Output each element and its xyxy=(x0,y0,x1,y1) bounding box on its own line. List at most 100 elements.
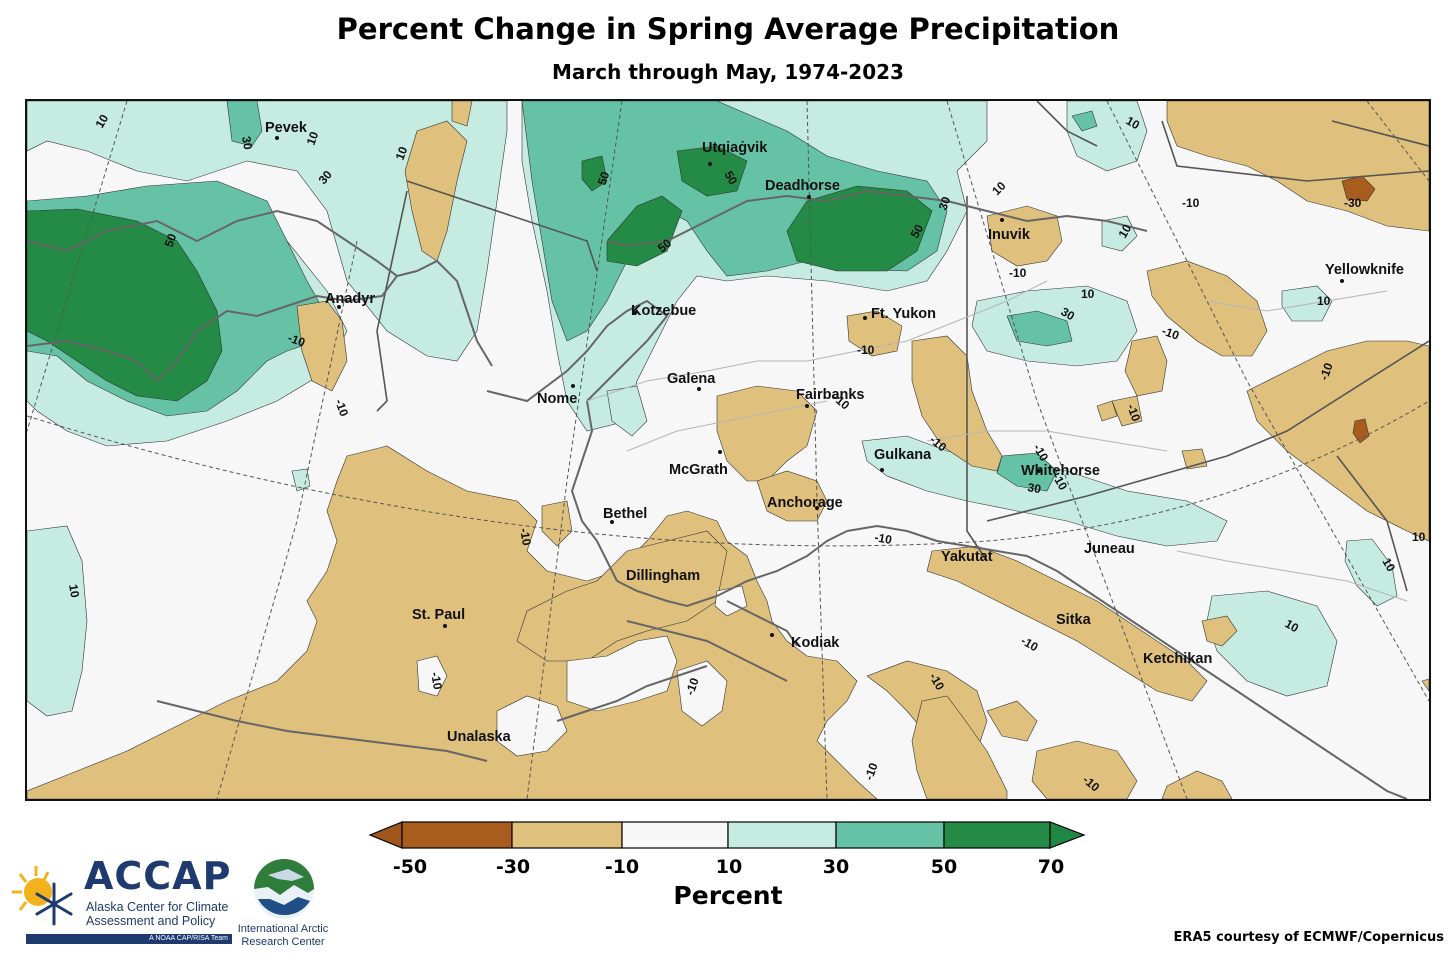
place-label: Inuvik xyxy=(988,227,1031,243)
contour-label: 30 xyxy=(936,194,954,212)
place-label: Anadyr xyxy=(325,291,375,307)
place-label: Dillingham xyxy=(626,568,700,584)
colorbar-tick: -50 xyxy=(392,856,428,878)
contour-label: 30 xyxy=(239,135,255,151)
colorbar-bin xyxy=(621,821,729,849)
contour-label: 30 xyxy=(1059,304,1078,323)
place-label: Utqiaġvik xyxy=(702,140,768,156)
contour-label: -10 xyxy=(332,397,351,418)
map-title: Percent Change in Spring Average Precipi… xyxy=(336,12,1120,46)
colorbar-tick: 50 xyxy=(930,856,958,878)
colorbar-tick: 30 xyxy=(822,856,850,878)
place-label: Anchorage xyxy=(767,495,843,511)
place-label: Nome xyxy=(537,391,577,407)
place-label: Galena xyxy=(667,371,716,387)
graticule xyxy=(27,101,1429,799)
contour-label: 50 xyxy=(721,169,740,188)
contour-label: -10 xyxy=(1317,361,1336,382)
colorbar-title: Percent xyxy=(673,881,783,910)
colorbar-bin xyxy=(727,821,837,849)
place-label: Yakutat xyxy=(941,549,993,565)
colorbar-bin xyxy=(835,821,945,849)
colorbar-tick: 10 xyxy=(715,856,743,878)
contour-label: 10 xyxy=(1081,287,1095,301)
contour-label: 10 xyxy=(393,144,411,162)
map-subtitle: March through May, 1974-2023 xyxy=(552,60,904,84)
place-label: Bethel xyxy=(603,506,647,522)
contour-label: -10 xyxy=(428,671,445,691)
contour-label: 10 xyxy=(1124,113,1143,132)
place-label: Ft. Yukon xyxy=(871,306,936,322)
accap-sub-line: Assessment and Policy xyxy=(86,914,216,928)
colorbar-bin xyxy=(511,821,623,849)
contour-label: 10 xyxy=(1317,294,1331,308)
contour-label: 10 xyxy=(1412,530,1426,544)
colorbar-bin xyxy=(943,821,1051,849)
accap-subtitle: Alaska Center for Climate Assessment and… xyxy=(86,900,228,928)
place-label: Whitehorse xyxy=(1021,463,1100,479)
sun-snowflake-icon xyxy=(12,866,73,926)
city-labels: Pevek Utqiaġvik Deadhorse Inuvik Yellowk… xyxy=(265,120,1404,745)
contour-label: 50 xyxy=(162,231,180,249)
contour-label: -10 xyxy=(862,761,881,782)
place-label: Kodiak xyxy=(791,635,840,651)
place-label: St. Paul xyxy=(412,607,465,623)
contour-label: -10 xyxy=(1182,196,1200,210)
place-label: McGrath xyxy=(669,462,728,478)
accap-tagline: A NOAA CAP/RISA Team xyxy=(26,934,232,944)
map-canvas: Pevek Utqiaġvik Deadhorse Inuvik Yellowk… xyxy=(27,101,1429,799)
place-label: Juneau xyxy=(1084,541,1135,557)
place-label: Ketchikan xyxy=(1143,651,1212,667)
colorbar-tick: -10 xyxy=(604,856,640,878)
iarc-line: Research Center xyxy=(241,936,325,948)
contour-label: -10 xyxy=(857,343,875,357)
city-markers xyxy=(275,136,1344,637)
accap-logo: ACCAP Alaska Center for Climate Assessme… xyxy=(10,850,232,945)
political-borders xyxy=(376,101,1429,592)
globe-icon xyxy=(254,859,314,919)
colorbar-tick: -30 xyxy=(495,856,531,878)
place-label: Fairbanks xyxy=(796,387,865,403)
coastlines xyxy=(27,189,1408,799)
accap-sub-line: Alaska Center for Climate xyxy=(86,900,229,914)
contour-label: -10 xyxy=(517,527,534,547)
rivers xyxy=(586,280,1408,602)
accap-wordmark: ACCAP xyxy=(84,854,232,898)
place-label: Kotzebue xyxy=(631,303,696,319)
iarc-line: International Arctic xyxy=(237,923,329,935)
contour-label: -10 xyxy=(1009,266,1027,280)
place-label: Pevek xyxy=(265,120,308,136)
contour-label: 10 xyxy=(304,129,322,147)
contour-label: 50 xyxy=(595,169,613,187)
contour-label: 10 xyxy=(1283,616,1302,635)
neutral-holes xyxy=(416,585,748,757)
iarc-name: International Arctic Research Center xyxy=(228,923,338,949)
colorbar-bin xyxy=(401,821,513,849)
contour-label: -10 xyxy=(286,331,307,350)
contour-label: -10 xyxy=(683,676,702,697)
colorbar-high-arrow xyxy=(1049,821,1086,849)
place-label: Sitka xyxy=(1056,612,1092,628)
contour-label: -10 xyxy=(1124,402,1143,423)
place-label: Deadhorse xyxy=(765,178,840,194)
place-label: Gulkana xyxy=(874,447,932,463)
contour-label: -10 xyxy=(1160,324,1181,343)
place-label: Yellowknife xyxy=(1325,262,1404,278)
iarc-logo: International Arctic Research Center xyxy=(228,855,338,955)
contour-label: 10 xyxy=(92,112,111,131)
strong-wet-regions xyxy=(27,145,933,402)
data-credit: ERA5 courtesy of ECMWF/Copernicus xyxy=(1173,930,1444,945)
precip-map: Pevek Utqiaġvik Deadhorse Inuvik Yellowk… xyxy=(25,99,1431,801)
dry-regions xyxy=(27,101,1429,799)
contour-label: 30 xyxy=(1026,480,1042,496)
contour-labels: 10 30 10 10 30 50 50 50 50 50 30 10 10 1… xyxy=(66,112,1426,795)
contour-label: -30 xyxy=(1344,196,1362,210)
contour-label: 50 xyxy=(907,222,926,241)
contour-label: -10 xyxy=(873,530,893,547)
contour-label: 10 xyxy=(1115,222,1134,241)
contour-label: 10 xyxy=(66,583,82,599)
colorbar-low-arrow xyxy=(368,821,403,849)
contour-label: 10 xyxy=(1379,556,1398,575)
place-label: Unalaska xyxy=(447,729,512,745)
colorbar-tick: 70 xyxy=(1037,856,1065,878)
